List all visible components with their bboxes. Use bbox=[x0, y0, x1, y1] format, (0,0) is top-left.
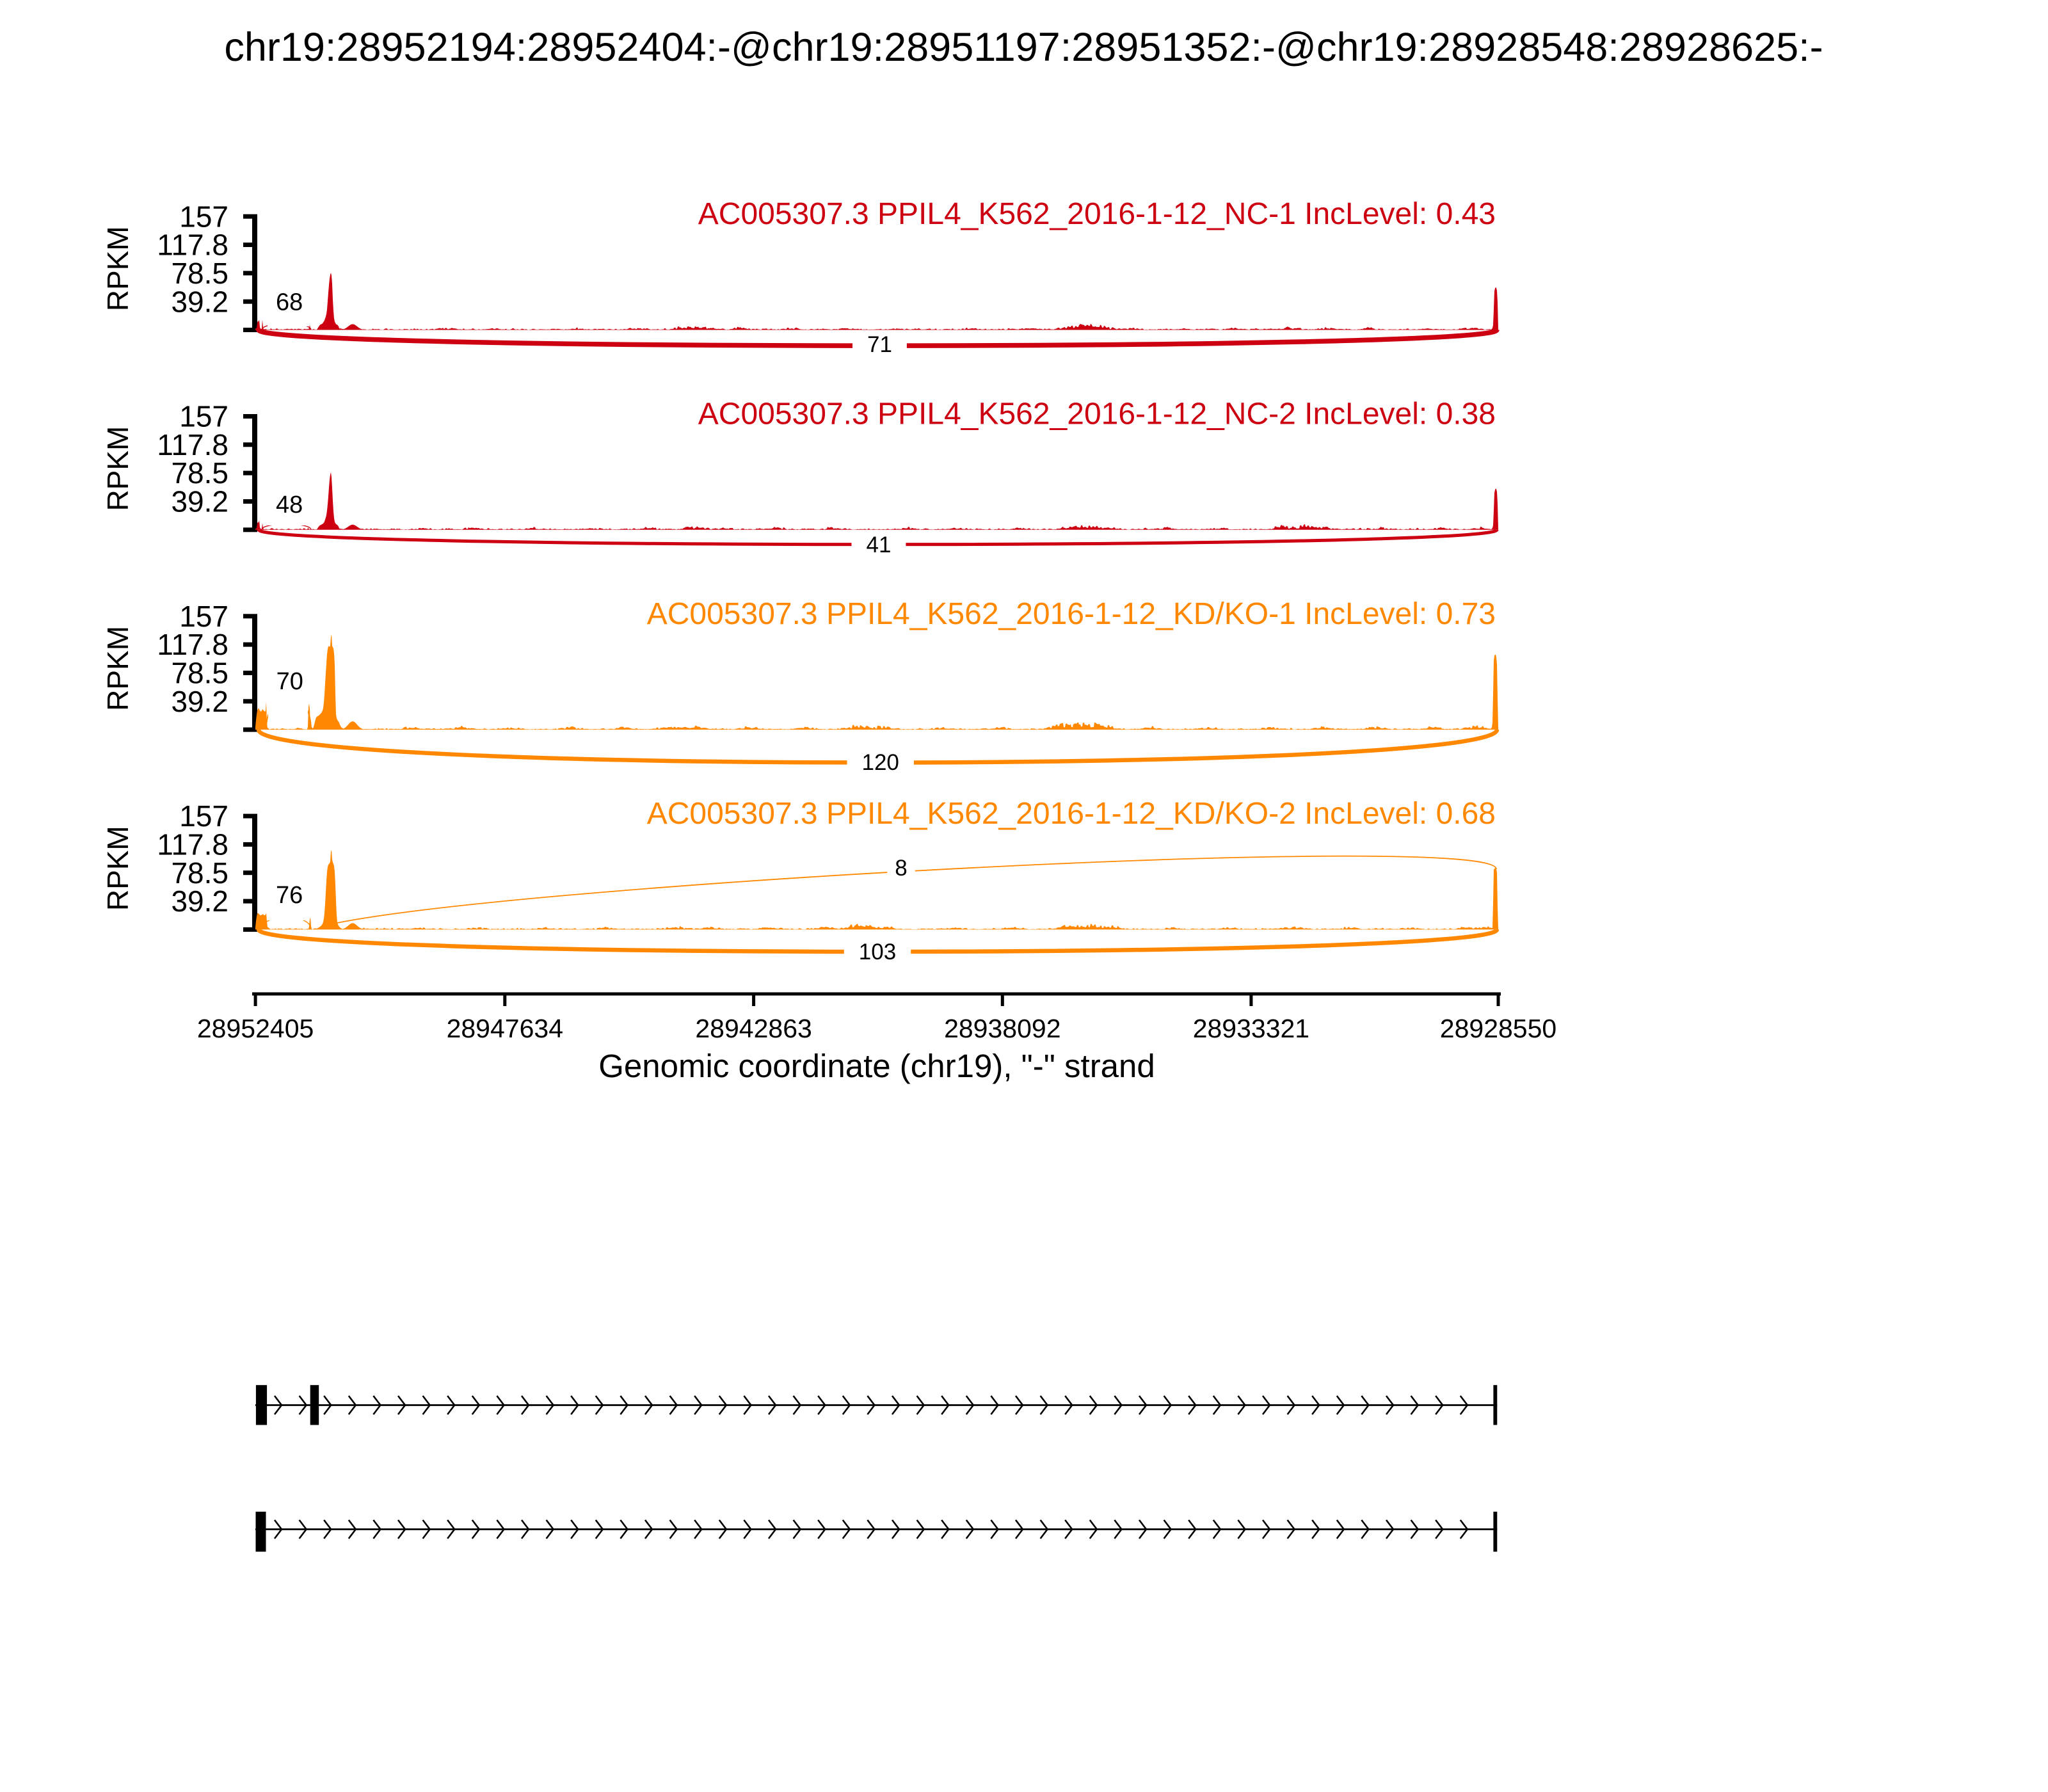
svg-text:28952405: 28952405 bbox=[197, 1014, 314, 1043]
svg-text:RPKM: RPKM bbox=[101, 826, 134, 911]
svg-text:RPKM: RPKM bbox=[101, 226, 134, 311]
svg-text:RPKM: RPKM bbox=[101, 626, 134, 711]
svg-text:78.5: 78.5 bbox=[171, 657, 228, 690]
svg-text:157: 157 bbox=[179, 799, 228, 833]
svg-text:28928550: 28928550 bbox=[1440, 1014, 1556, 1043]
svg-text:AC005307.3 PPIL4_K562_2016-1-1: AC005307.3 PPIL4_K562_2016-1-12_NC-1 Inc… bbox=[698, 197, 1496, 231]
svg-text:RPKM: RPKM bbox=[101, 426, 134, 511]
svg-text:117.8: 117.8 bbox=[157, 828, 228, 861]
svg-text:103: 103 bbox=[859, 940, 896, 964]
svg-text:39.2: 39.2 bbox=[171, 884, 228, 918]
svg-text:117.8: 117.8 bbox=[157, 628, 228, 661]
svg-text:chr19:28952194:28952404:-@chr1: chr19:28952194:28952404:-@chr19:28951197… bbox=[224, 25, 1823, 70]
svg-text:157: 157 bbox=[179, 600, 228, 633]
svg-text:28947634: 28947634 bbox=[447, 1014, 563, 1043]
svg-text:28938092: 28938092 bbox=[944, 1014, 1060, 1043]
svg-text:78.5: 78.5 bbox=[171, 856, 228, 890]
svg-text:78.5: 78.5 bbox=[171, 456, 228, 490]
svg-text:AC005307.3 PPIL4_K562_2016-1-1: AC005307.3 PPIL4_K562_2016-1-12_NC-2 Inc… bbox=[698, 397, 1496, 431]
svg-text:120: 120 bbox=[861, 750, 899, 775]
svg-text:117.8: 117.8 bbox=[157, 228, 228, 262]
svg-text:70: 70 bbox=[276, 668, 303, 695]
svg-text:Genomic coordinate (chr19), "-: Genomic coordinate (chr19), "-" strand bbox=[598, 1048, 1155, 1084]
svg-text:8: 8 bbox=[895, 856, 907, 881]
svg-text:71: 71 bbox=[867, 332, 892, 357]
svg-text:78.5: 78.5 bbox=[171, 257, 228, 290]
svg-text:48: 48 bbox=[276, 492, 303, 518]
svg-text:117.8: 117.8 bbox=[157, 428, 228, 461]
svg-text:AC005307.3 PPIL4_K562_2016-1-1: AC005307.3 PPIL4_K562_2016-1-12_KD/KO-2 … bbox=[647, 797, 1496, 831]
svg-text:157: 157 bbox=[179, 200, 228, 233]
svg-text:41: 41 bbox=[867, 532, 892, 557]
svg-text:28933321: 28933321 bbox=[1193, 1014, 1309, 1043]
svg-text:76: 76 bbox=[276, 882, 303, 909]
svg-text:68: 68 bbox=[276, 289, 303, 316]
svg-text:39.2: 39.2 bbox=[171, 285, 228, 318]
svg-text:157: 157 bbox=[179, 400, 228, 433]
svg-text:AC005307.3 PPIL4_K562_2016-1-1: AC005307.3 PPIL4_K562_2016-1-12_KD/KO-1 … bbox=[647, 597, 1496, 631]
svg-text:28942863: 28942863 bbox=[695, 1014, 812, 1043]
svg-text:39.2: 39.2 bbox=[171, 685, 228, 718]
svg-text:39.2: 39.2 bbox=[171, 485, 228, 518]
